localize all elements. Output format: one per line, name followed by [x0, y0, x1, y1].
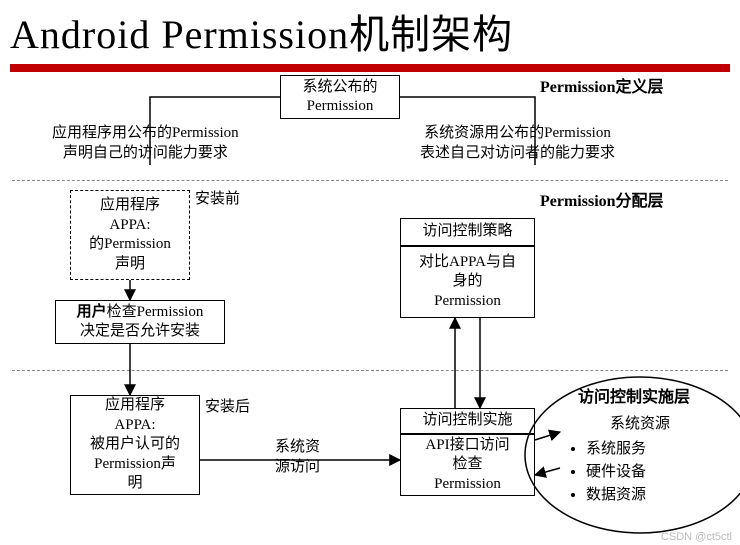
box-enforce-top-text: 访问控制实施 [422, 411, 512, 431]
note-preinstall: 安装前 [195, 190, 240, 210]
layer-define-label: Permission定义层 [540, 78, 664, 99]
accent-bar [10, 64, 730, 72]
box-system-published: 系统公布的 Permission [280, 75, 400, 119]
box-policy-top-text: 访问控制策略 [422, 222, 512, 242]
resources-list: 系统服务 硬件设备 数据资源 [560, 437, 720, 504]
box-user-check: 用户检查Permission 决定是否允许安装 [55, 300, 225, 344]
page-title: Android Permission机制架构 [0, 0, 740, 64]
layer-assign-label: Permission分配层 [540, 192, 664, 213]
resources-block: 系统资源 系统服务 硬件设备 数据资源 [560, 412, 720, 506]
divider-2 [12, 370, 728, 371]
edge-access-label: 系统资 源访问 [275, 438, 320, 477]
resource-item-0: 系统服务 [586, 437, 720, 458]
box-enforce-bot: API接口访问 检查 Permission [400, 434, 535, 496]
edge-left-desc: 应用程序用公布的Permission 声明自己的访问能力要求 [52, 124, 239, 163]
resource-item-1: 硬件设备 [586, 460, 720, 481]
user-check-prefix: 用户 [77, 304, 107, 320]
box-app-preinstall: 应用程序 APPA: 的Permission 声明 [70, 190, 190, 280]
box-app-preinstall-text: 应用程序 APPA: 的Permission 声明 [89, 196, 171, 274]
divider-1 [12, 180, 728, 181]
box-policy-bot: 对比APPA与自 身的 Permission [400, 246, 535, 318]
box-enforce-top: 访问控制实施 [400, 408, 535, 434]
box-app-postinstall: 应用程序 APPA: 被用户认可的 Permission声 明 [70, 395, 200, 495]
box-policy-top: 访问控制策略 [400, 218, 535, 246]
edge-right-desc: 系统资源用公布的Permission 表述自己对访问者的能力要求 [420, 124, 615, 163]
resources-title: 系统资源 [560, 412, 720, 433]
resource-item-2: 数据资源 [586, 483, 720, 504]
box-system-published-text: 系统公布的 Permission [302, 78, 377, 117]
watermark: CSDN @ct5ctl [661, 531, 732, 543]
layer-enforce-label: 访问控制实施层 [578, 388, 690, 409]
box-app-postinstall-text: 应用程序 APPA: 被用户认可的 Permission声 明 [90, 396, 180, 494]
box-policy-bot-text: 对比APPA与自 身的 Permission [419, 253, 516, 312]
note-postinstall: 安装后 [205, 398, 250, 418]
box-enforce-bot-text: API接口访问 检查 Permission [425, 436, 509, 495]
